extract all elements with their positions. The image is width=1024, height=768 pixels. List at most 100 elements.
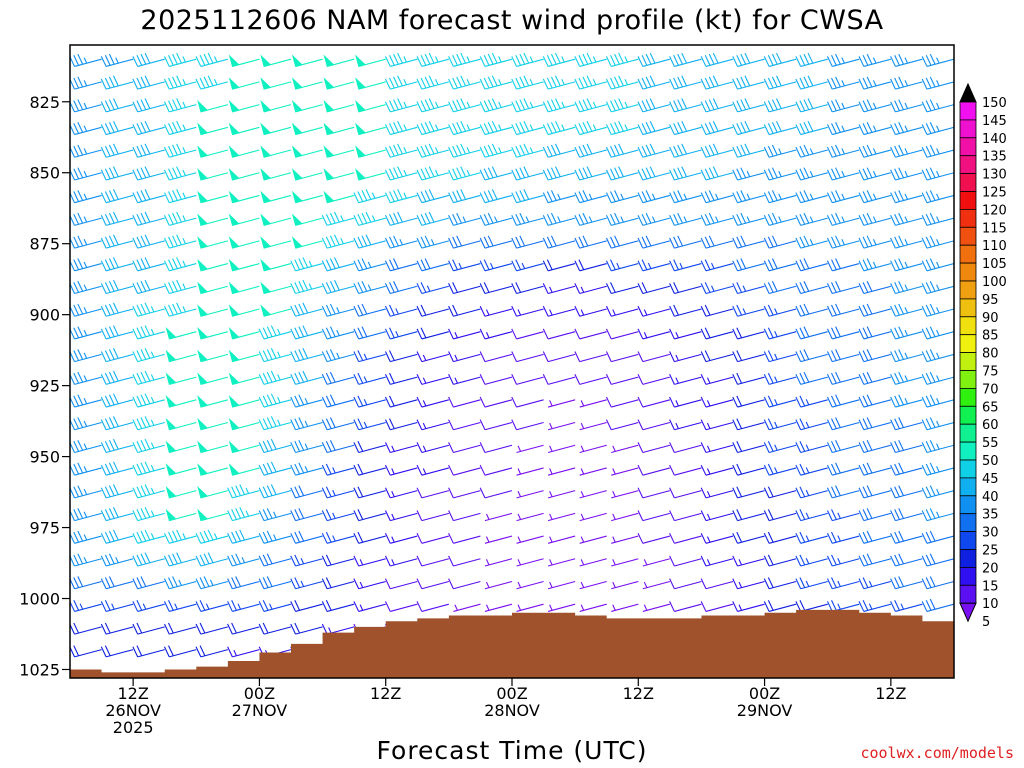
- wind-barb: [448, 189, 481, 204]
- x-tick-label: 00Z: [496, 684, 527, 703]
- wind-barb: [858, 122, 891, 136]
- wind-barb: [416, 98, 449, 113]
- wind-barb: [858, 326, 891, 340]
- x-tick-label: 12Z: [875, 684, 906, 703]
- wind-barb: [132, 348, 165, 363]
- wind-barb: [858, 349, 891, 363]
- wind-barb: [384, 601, 418, 612]
- terrain-surface: [70, 609, 954, 678]
- wind-barb: [353, 258, 386, 272]
- wind-barb: [70, 59, 71, 60]
- wind-barb: [70, 258, 102, 272]
- wind-barb: [700, 143, 734, 158]
- wind-barb: [579, 535, 607, 544]
- wind-barb: [132, 552, 165, 567]
- wind-barb: [795, 98, 828, 113]
- wind-barb: [291, 99, 323, 113]
- wind-barb: [637, 442, 670, 454]
- wind-barb: [384, 555, 418, 567]
- wind-barb: [826, 258, 860, 272]
- wind-barb: [858, 439, 891, 454]
- wind-barb: [826, 281, 860, 295]
- y-tick-label: 875: [29, 235, 60, 254]
- wind-barb: [763, 577, 797, 590]
- wind-barb: [826, 326, 860, 340]
- wind-barb: [479, 259, 513, 272]
- wind-barb: [921, 122, 954, 136]
- wind-barb: [579, 512, 607, 522]
- wind-barb: [163, 645, 197, 658]
- wind-barb: [228, 463, 260, 476]
- wind-barb: [227, 507, 260, 522]
- wind-barb: [416, 258, 449, 272]
- wind-barb: [574, 374, 607, 385]
- colorbar-label: 50: [982, 454, 999, 469]
- wind-barb: [100, 75, 134, 90]
- wind-barb: [353, 372, 386, 385]
- wind-barb: [763, 167, 797, 181]
- wind-barb: [547, 558, 576, 567]
- wind-barb: [547, 490, 576, 499]
- wind-barb: [197, 417, 228, 431]
- wind-barb: [70, 439, 102, 454]
- wind-barb: [858, 462, 891, 476]
- wind-barb: [732, 463, 765, 476]
- wind-barb: [579, 421, 607, 431]
- wind-barb: [637, 374, 670, 385]
- wind-barb: [290, 394, 323, 408]
- wind-barb: [163, 98, 197, 113]
- wind-barb: [700, 464, 734, 476]
- wind-barb: [669, 351, 702, 363]
- wind-barb: [258, 438, 292, 454]
- wind-barb: [70, 286, 71, 287]
- wind-barb: [416, 120, 449, 136]
- wind-barb: [484, 558, 513, 567]
- wind-barb: [611, 580, 639, 590]
- wind-barb: [258, 393, 292, 408]
- wind-barb: [384, 166, 418, 181]
- wind-barb: [195, 529, 228, 544]
- wind-barb: [611, 467, 639, 476]
- wind-barb: [290, 485, 323, 499]
- wind-barb: [542, 166, 576, 181]
- wind-barb: [605, 120, 639, 136]
- colorbar-label: 45: [982, 472, 999, 487]
- wind-barb: [858, 281, 891, 295]
- wind-barb: [921, 212, 954, 226]
- wind-barb: [795, 258, 828, 272]
- wind-barb: [637, 259, 670, 272]
- wind-barb: [258, 576, 292, 590]
- wind-barb: [669, 259, 702, 272]
- wind-barb: [542, 75, 576, 90]
- wind-barb: [669, 52, 702, 67]
- wind-barb: [637, 190, 670, 204]
- wind-barb: [732, 167, 765, 181]
- wind-barb: [732, 75, 765, 90]
- wind-barb: [384, 120, 418, 136]
- wind-barb: [669, 396, 702, 408]
- wind-barb: [795, 554, 828, 567]
- x-tick-label: 28NOV: [484, 701, 540, 720]
- wind-barb: [669, 166, 702, 181]
- wind-barb: [416, 578, 449, 590]
- wind-barb: [197, 304, 228, 317]
- wind-barb: [448, 351, 481, 363]
- wind-barb: [321, 577, 355, 590]
- wind-barb: [165, 440, 197, 454]
- wind-barb: [227, 529, 260, 544]
- wind-barb: [921, 303, 954, 317]
- wind-barb: [70, 622, 102, 635]
- wind-barb: [416, 419, 449, 431]
- wind-barb: [858, 485, 891, 499]
- y-tick-label: 1000: [19, 590, 60, 609]
- wind-barb: [132, 211, 165, 226]
- wind-barb: [637, 305, 670, 317]
- wind-barb: [228, 372, 260, 385]
- wind-barb: [70, 76, 102, 90]
- wind-barb: [100, 600, 134, 612]
- wind-barb: [732, 327, 765, 340]
- colorbar-label: 5: [982, 615, 990, 630]
- wind-barb: [795, 75, 828, 90]
- wind-barb: [547, 399, 576, 408]
- wind-barb: [132, 370, 165, 385]
